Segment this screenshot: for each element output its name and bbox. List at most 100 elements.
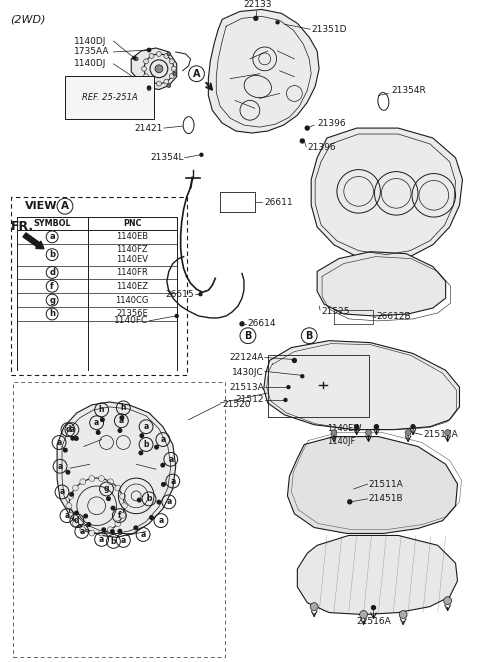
Polygon shape (208, 9, 319, 133)
Circle shape (137, 498, 141, 502)
Text: a: a (64, 511, 70, 520)
Circle shape (147, 86, 151, 89)
Text: 21513A: 21513A (229, 383, 264, 392)
Text: 26614: 26614 (247, 319, 276, 328)
Text: a: a (94, 418, 99, 427)
Text: A: A (61, 201, 69, 211)
Circle shape (155, 446, 158, 449)
Circle shape (120, 493, 126, 499)
Circle shape (70, 493, 73, 496)
Text: 21396: 21396 (307, 144, 336, 152)
Text: SYMBOL: SYMBOL (33, 219, 71, 228)
Circle shape (74, 437, 78, 440)
Circle shape (142, 66, 146, 71)
Circle shape (310, 602, 318, 610)
Polygon shape (311, 128, 462, 261)
Text: 1430JC: 1430JC (232, 368, 264, 377)
Circle shape (162, 483, 165, 486)
Text: 1140CG: 1140CG (116, 296, 149, 305)
Circle shape (66, 471, 70, 474)
Text: 1735AA: 1735AA (74, 48, 109, 56)
Text: 1140DJ: 1140DJ (74, 36, 106, 46)
Text: 1140EB: 1140EB (116, 232, 148, 242)
Circle shape (199, 293, 202, 296)
Circle shape (98, 530, 105, 536)
Circle shape (287, 386, 290, 389)
Circle shape (139, 451, 143, 455)
Circle shape (115, 485, 121, 491)
Text: g: g (104, 485, 109, 493)
Circle shape (355, 425, 359, 429)
Circle shape (121, 503, 127, 508)
Circle shape (89, 475, 95, 481)
Text: 1140FC: 1140FC (114, 316, 148, 326)
Text: 22133: 22133 (243, 1, 272, 9)
Circle shape (108, 527, 113, 533)
Text: 21451B: 21451B (369, 495, 403, 503)
Circle shape (101, 418, 104, 422)
Circle shape (331, 430, 337, 436)
Text: 21516A: 21516A (356, 616, 391, 626)
Polygon shape (297, 536, 457, 614)
Text: a: a (99, 535, 104, 544)
Circle shape (63, 448, 67, 452)
Circle shape (411, 425, 415, 429)
Text: 21351D: 21351D (311, 24, 347, 34)
Circle shape (66, 503, 72, 508)
Circle shape (301, 375, 304, 378)
Circle shape (292, 358, 296, 362)
Circle shape (68, 512, 73, 518)
Circle shape (444, 596, 452, 604)
Text: d: d (74, 516, 80, 525)
Text: a: a (58, 461, 63, 471)
Text: 1140EZ: 1140EZ (116, 282, 148, 291)
Circle shape (147, 48, 151, 52)
Circle shape (89, 530, 95, 536)
Circle shape (147, 48, 151, 52)
Circle shape (71, 436, 74, 440)
Circle shape (171, 66, 176, 71)
Circle shape (156, 81, 161, 86)
Text: 1140FR: 1140FR (116, 268, 148, 277)
Circle shape (169, 59, 174, 64)
Text: a: a (144, 422, 149, 431)
Circle shape (348, 500, 352, 504)
Circle shape (156, 52, 161, 56)
Text: b: b (49, 250, 55, 259)
Text: a: a (49, 232, 55, 242)
Circle shape (118, 429, 122, 432)
Text: REF. 25-251A: REF. 25-251A (82, 93, 137, 102)
Text: d: d (65, 425, 71, 434)
Text: 21520: 21520 (222, 401, 251, 409)
Circle shape (405, 430, 411, 436)
Text: 26612B: 26612B (376, 312, 411, 322)
Circle shape (360, 610, 368, 618)
Circle shape (374, 425, 378, 429)
Text: VIEW: VIEW (24, 201, 57, 211)
Circle shape (110, 530, 114, 534)
Text: a: a (60, 487, 65, 496)
Text: 21525: 21525 (321, 307, 349, 316)
Circle shape (366, 430, 372, 436)
Text: 21517A: 21517A (423, 430, 457, 439)
Circle shape (107, 497, 110, 500)
Text: a: a (160, 435, 166, 444)
Text: a: a (141, 530, 146, 539)
Text: 21421: 21421 (134, 124, 163, 132)
Circle shape (284, 399, 287, 401)
Circle shape (68, 493, 73, 499)
Circle shape (149, 54, 154, 58)
Circle shape (80, 527, 86, 533)
Circle shape (133, 56, 136, 60)
Circle shape (134, 526, 138, 530)
Text: (2WD): (2WD) (11, 15, 46, 24)
Circle shape (444, 430, 451, 436)
Text: 26611: 26611 (264, 198, 293, 207)
Circle shape (150, 516, 153, 519)
Text: 21512: 21512 (235, 395, 264, 404)
Circle shape (75, 511, 78, 515)
Polygon shape (131, 48, 177, 89)
Circle shape (118, 530, 121, 533)
Text: a: a (170, 477, 175, 485)
Circle shape (147, 87, 151, 91)
